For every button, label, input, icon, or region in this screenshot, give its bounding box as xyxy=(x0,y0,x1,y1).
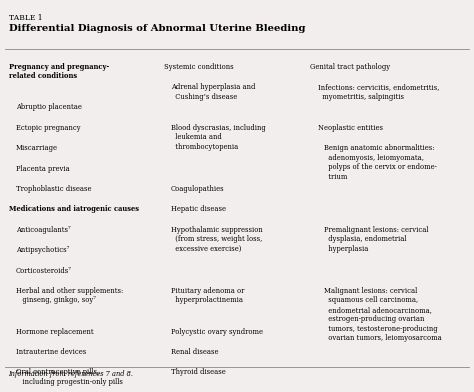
Text: Infections: cervicitis, endometritis,
  myometritis, salpingitis: Infections: cervicitis, endometritis, my… xyxy=(318,83,439,101)
Text: Abruptio placentae: Abruptio placentae xyxy=(16,103,82,111)
Text: Hypothalamic suppression
  (from stress, weight loss,
  excessive exercise): Hypothalamic suppression (from stress, w… xyxy=(171,226,263,253)
Text: Pregnancy and pregnancy-
related conditions: Pregnancy and pregnancy- related conditi… xyxy=(9,63,109,80)
Text: Placenta previa: Placenta previa xyxy=(16,165,70,172)
Text: Anticoagulants⁷: Anticoagulants⁷ xyxy=(16,226,71,234)
Text: Intrauterine devices: Intrauterine devices xyxy=(16,348,86,356)
Text: Trophoblastic disease: Trophoblastic disease xyxy=(16,185,91,193)
Text: Premalignant lesions: cervical
  dysplasia, endometrial
  hyperplasia: Premalignant lesions: cervical dysplasia… xyxy=(324,226,428,253)
Text: Coagulopathies: Coagulopathies xyxy=(171,185,225,193)
Text: Neoplastic entities: Neoplastic entities xyxy=(318,124,383,132)
Text: Malignant lesions: cervical
  squamous cell carcinoma,
  endometrial adenocarcin: Malignant lesions: cervical squamous cel… xyxy=(324,287,441,343)
Text: Hormone replacement: Hormone replacement xyxy=(16,328,94,336)
Text: Hepatic disease: Hepatic disease xyxy=(171,205,226,213)
Text: Thyroid disease: Thyroid disease xyxy=(171,368,226,376)
Text: Information from references 7 and 8.: Information from references 7 and 8. xyxy=(9,370,134,378)
Text: Polycystic ovary syndrome: Polycystic ovary syndrome xyxy=(171,328,263,336)
Text: Antipsychotics⁷: Antipsychotics⁷ xyxy=(16,246,70,254)
Text: Genital tract pathology: Genital tract pathology xyxy=(310,63,391,71)
Text: Corticosteroids⁷: Corticosteroids⁷ xyxy=(16,267,72,274)
Text: Blood dyscrasias, including
  leukemia and
  thrombocytopenia: Blood dyscrasias, including leukemia and… xyxy=(171,124,266,151)
Text: Differential Diagnosis of Abnormal Uterine Bleeding: Differential Diagnosis of Abnormal Uteri… xyxy=(9,24,305,33)
Text: Miscarriage: Miscarriage xyxy=(16,144,58,152)
Text: Medications and iatrogenic causes: Medications and iatrogenic causes xyxy=(9,205,138,213)
Text: Adrenal hyperplasia and
  Cushing’s disease: Adrenal hyperplasia and Cushing’s diseas… xyxy=(171,83,255,101)
Text: TABLE 1: TABLE 1 xyxy=(9,14,42,22)
Text: Ectopic pregnancy: Ectopic pregnancy xyxy=(16,124,81,132)
Text: Benign anatomic abnormalities:
  adenomyosis, leiomyomata,
  polyps of the cervi: Benign anatomic abnormalities: adenomyos… xyxy=(324,144,437,181)
Text: Systemic conditions: Systemic conditions xyxy=(164,63,233,71)
Text: Pituitary adenoma or
  hyperprolactinemia: Pituitary adenoma or hyperprolactinemia xyxy=(171,287,245,305)
Text: Herbal and other supplements:
   ginseng, ginkgo, soy⁷: Herbal and other supplements: ginseng, g… xyxy=(16,287,123,305)
Text: Oral contraceptive pills,
   including progestin-only pills: Oral contraceptive pills, including prog… xyxy=(16,368,123,386)
Text: Renal disease: Renal disease xyxy=(171,348,219,356)
